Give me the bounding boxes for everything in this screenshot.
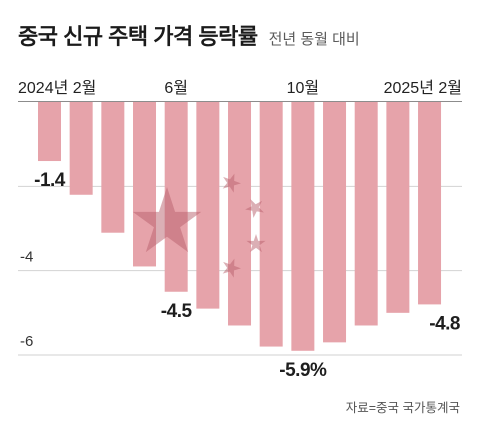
bar <box>323 102 347 343</box>
bar <box>291 102 315 351</box>
bar <box>69 102 93 195</box>
chart-title: 중국 신규 주택 가격 등락률 <box>18 24 258 49</box>
data-label: -1.4 <box>34 170 66 191</box>
y-tick-label: -6 <box>20 333 33 350</box>
chart-header: 중국 신규 주택 가격 등락률 전년 동월 대비 <box>18 22 360 52</box>
x-tick-label: 2024년 2월 <box>18 79 96 97</box>
bar <box>101 102 125 233</box>
bar <box>196 102 220 309</box>
star-icon <box>132 187 202 253</box>
chart-labels: -4 -6 2024년 2월 6월 10월 2025년 2월 -1.4 -4.5 -5.9% -4… <box>18 79 462 381</box>
x-tick-label: 6월 <box>164 79 188 97</box>
bar-chart: -4 -6 2024년 2월 6월 10월 2025년 2월 -1.4 -4.5 -5.9% -4… <box>18 79 462 381</box>
bar <box>354 102 378 326</box>
star-icon <box>245 199 264 218</box>
star-icon <box>246 234 266 253</box>
x-tick-label: 2025년 2월 <box>384 79 462 97</box>
bar <box>259 102 283 347</box>
x-tick-label: 10월 <box>287 79 320 97</box>
star-icon <box>222 258 241 278</box>
bar <box>228 102 252 326</box>
data-label: -4.5 <box>161 301 193 322</box>
bar <box>38 102 61 162</box>
chart-subtitle: 전년 동월 대비 <box>268 31 360 48</box>
flag-stars-decoration <box>132 173 266 278</box>
y-tick-label: -4 <box>20 249 33 266</box>
bar <box>133 102 157 267</box>
bar <box>418 102 442 305</box>
data-label: -5.9% <box>279 360 327 381</box>
data-label: -4.8 <box>429 313 460 334</box>
bar <box>386 102 410 313</box>
bars <box>38 102 442 351</box>
star-icon <box>222 173 241 193</box>
source-note: 자료=중국 국가통계국 <box>345 401 460 415</box>
